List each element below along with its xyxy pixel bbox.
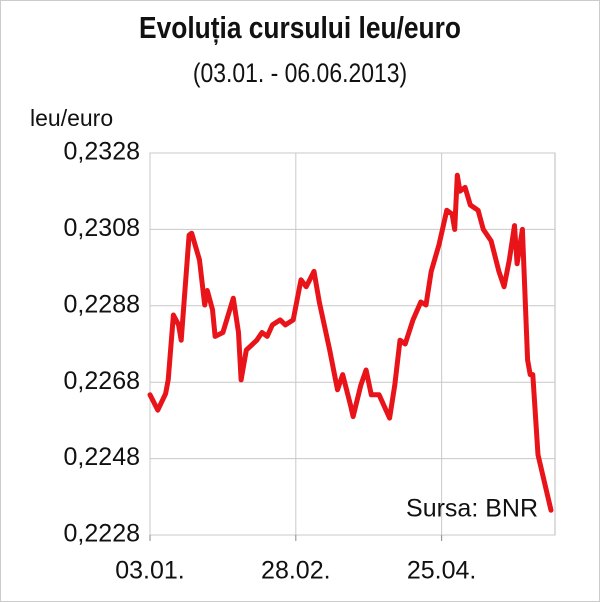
x-tick-label: 25.04. — [407, 557, 477, 585]
y-tick-label: 0,2248 — [64, 443, 140, 471]
y-tick-label: 0,2288 — [64, 290, 140, 318]
y-axis-label: leu/euro — [30, 105, 113, 131]
y-tick-label: 0,2328 — [64, 138, 140, 166]
chart-subtitle: (03.01. - 06.06.2013) — [193, 58, 407, 88]
y-tick-label: 0,2308 — [64, 214, 140, 242]
x-tick-label: 28.02. — [261, 557, 331, 585]
x-tick-label: 03.01. — [115, 557, 185, 585]
data-line — [147, 172, 554, 513]
y-tick-label: 0,2228 — [64, 520, 140, 548]
chart-title: Evoluția cursului leu/euro — [139, 11, 461, 45]
annotation: Sursa: BNR — [406, 495, 538, 523]
y-tick-label: 0,2268 — [64, 367, 140, 395]
